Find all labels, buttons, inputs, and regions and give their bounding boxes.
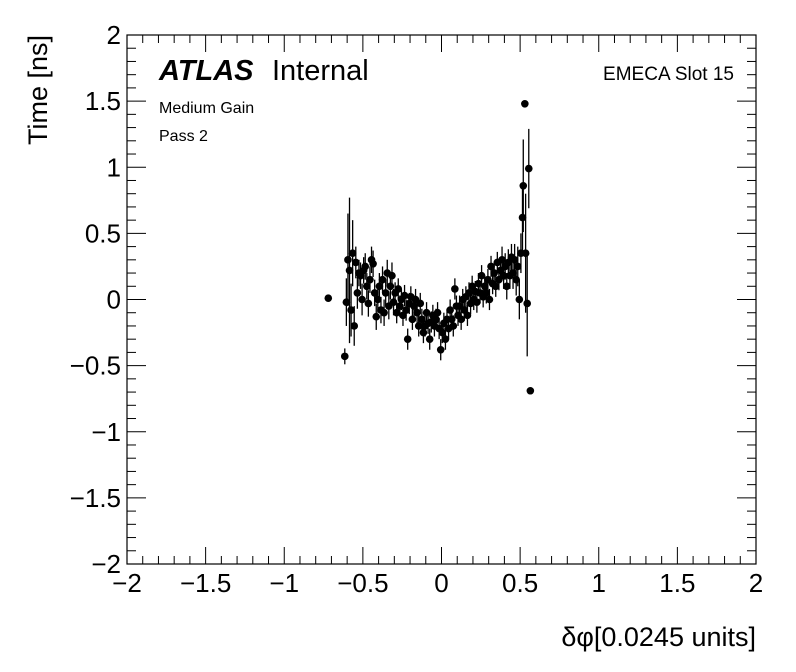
data-point bbox=[446, 306, 454, 314]
y-tick-label: −1.5 bbox=[70, 483, 121, 513]
data-point bbox=[348, 249, 357, 258]
data-point bbox=[400, 291, 409, 300]
data-point bbox=[375, 282, 384, 291]
x-tick-label: 1.5 bbox=[659, 568, 695, 598]
data-point bbox=[369, 259, 377, 268]
data-point bbox=[353, 289, 362, 297]
data-point bbox=[518, 213, 527, 222]
gain-label: Medium Gain bbox=[159, 100, 254, 117]
x-tick-label: 1 bbox=[592, 568, 606, 598]
pass-label: Pass 2 bbox=[159, 128, 208, 145]
x-tick-label: −1.5 bbox=[180, 568, 231, 598]
data-point bbox=[364, 299, 373, 308]
data-point bbox=[425, 335, 434, 343]
data-point bbox=[388, 271, 396, 280]
y-tick-label: 0.5 bbox=[85, 218, 121, 248]
data-point bbox=[433, 308, 442, 317]
data-point bbox=[366, 275, 374, 284]
data-point bbox=[378, 275, 387, 284]
data-point bbox=[502, 282, 511, 291]
data-point bbox=[350, 322, 359, 330]
data-point bbox=[477, 271, 486, 280]
data-point bbox=[436, 345, 445, 354]
data-point bbox=[457, 315, 465, 324]
data-point bbox=[449, 322, 458, 330]
data-point bbox=[381, 289, 390, 297]
x-axis-title: δφ[0.0245 units] bbox=[561, 622, 756, 652]
data-point bbox=[416, 299, 425, 308]
data-point bbox=[473, 298, 481, 306]
data-point bbox=[498, 256, 506, 264]
data-point bbox=[513, 262, 522, 271]
data-point bbox=[526, 386, 535, 395]
data-point bbox=[392, 308, 401, 317]
internal-label: Internal bbox=[272, 55, 369, 87]
data-point bbox=[413, 308, 421, 317]
data-point bbox=[487, 262, 495, 271]
data-point bbox=[351, 258, 360, 267]
data-point bbox=[380, 308, 388, 317]
data-point bbox=[463, 311, 472, 320]
x-tick-label: 0.5 bbox=[502, 568, 538, 598]
data-point bbox=[372, 312, 381, 321]
data-point bbox=[345, 266, 354, 275]
data-point bbox=[408, 315, 417, 324]
data-point bbox=[414, 322, 423, 330]
data-point bbox=[524, 164, 533, 173]
y-tick-label: −1 bbox=[91, 417, 121, 447]
tick-labels: −2 −1.5 −1 −0.5 0 0.5 1 1.5 2 −2 −1.5 −1 −0.5 0 0.5 1 1.… bbox=[70, 20, 764, 598]
data-point bbox=[347, 306, 355, 314]
plot-frame bbox=[126, 34, 757, 565]
data-point bbox=[394, 285, 403, 293]
data-point bbox=[519, 181, 528, 190]
data-point bbox=[418, 315, 426, 324]
data-point bbox=[324, 294, 333, 302]
data-point bbox=[485, 295, 494, 304]
data-point bbox=[451, 285, 459, 293]
x-tick-label: −1 bbox=[269, 568, 299, 598]
data-point bbox=[403, 335, 412, 343]
data-point bbox=[344, 256, 352, 264]
data-point bbox=[419, 328, 428, 337]
data-point bbox=[515, 295, 524, 304]
data-point bbox=[358, 295, 366, 304]
data-point bbox=[340, 352, 349, 361]
x-tick-label: 0 bbox=[434, 568, 448, 598]
y-tick-label: −2 bbox=[91, 549, 121, 579]
data-point bbox=[491, 282, 500, 291]
data-point bbox=[441, 335, 450, 343]
data-point bbox=[523, 299, 532, 308]
data-point bbox=[363, 282, 371, 291]
x-tick-label: 2 bbox=[749, 568, 763, 598]
data-point bbox=[402, 306, 410, 314]
y-tick-label: 0 bbox=[107, 285, 121, 315]
data-point bbox=[361, 262, 370, 271]
data-point bbox=[521, 249, 530, 258]
x-tick-label: −2 bbox=[112, 568, 142, 598]
data-points bbox=[324, 99, 535, 395]
y-tick-label: 2 bbox=[107, 20, 121, 50]
data-point bbox=[490, 269, 498, 277]
atlas-label: ATLAS bbox=[158, 55, 254, 87]
y-axis-title: Time [ns] bbox=[23, 35, 53, 145]
y-tick-label: 1 bbox=[107, 152, 121, 182]
data-point bbox=[482, 289, 491, 297]
y-tick-label: 1.5 bbox=[85, 86, 121, 116]
data-point bbox=[447, 315, 456, 324]
data-point bbox=[510, 256, 519, 264]
y-tick-label: −0.5 bbox=[70, 351, 121, 381]
x-tick-label: −0.5 bbox=[337, 568, 388, 598]
data-point bbox=[370, 289, 379, 297]
slot-label: EMECA Slot 15 bbox=[603, 64, 734, 85]
data-point bbox=[521, 99, 529, 108]
